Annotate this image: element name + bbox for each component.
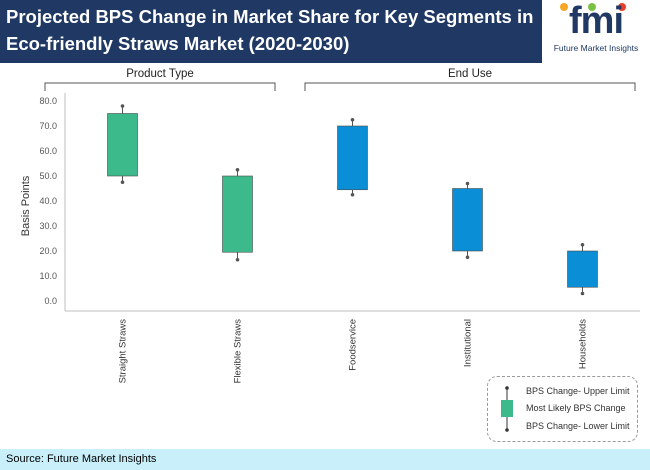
y-axis-title: Basis Points	[20, 175, 32, 236]
group-bracket	[44, 82, 276, 91]
logo-dot-orange	[560, 3, 568, 11]
lower-limit-point	[580, 291, 585, 296]
upper-limit-point	[580, 242, 585, 247]
y-tick-label: 20.0	[39, 246, 57, 256]
y-tick-label: 70.0	[39, 121, 57, 131]
header-banner: Projected BPS Change in Market Share for…	[0, 0, 650, 63]
y-tick-label: 40.0	[39, 196, 57, 206]
y-tick-label: 0.0	[44, 296, 57, 306]
logo-dot-red	[618, 3, 626, 11]
source-note: Source: Future Market Insights	[6, 453, 157, 465]
upper-limit-point	[235, 167, 240, 172]
y-tick-label: 60.0	[39, 146, 57, 156]
box-households	[567, 250, 598, 288]
legend-upper-limit: BPS Change- Upper Limit	[526, 386, 630, 396]
footer-bar: Source: Future Market Insights	[0, 449, 650, 470]
y-tick-label: 30.0	[39, 221, 57, 231]
legend-most-likely: Most Likely BPS Change	[526, 403, 626, 413]
group-label: End Use	[448, 68, 492, 80]
x-category-label: Foodservice	[348, 319, 359, 371]
box-chart: 80.0 70.0 60.0 50.0 40.0 30.0 20.0 10.0 0.0 Basis…	[20, 68, 640, 384]
logo-wordmark: fmi	[569, 0, 624, 42]
box-institutional	[452, 188, 483, 252]
legend-lower-limit: BPS Change- Lower Limit	[526, 421, 630, 431]
upper-limit-point	[465, 181, 470, 186]
group-bracket	[304, 82, 636, 91]
y-tick-label: 10.0	[39, 271, 57, 281]
x-category-label: Institutional	[463, 319, 474, 367]
group-label: Product Type	[126, 68, 194, 80]
x-category-label: Straight Straws	[118, 319, 129, 384]
fmi-logo: fmi Future Market Insights	[542, 0, 650, 63]
box-straight-straws	[107, 113, 138, 177]
chart-legend: BPS Change- Upper Limit Most Likely BPS …	[487, 376, 638, 442]
y-tick-label: 80.0	[39, 96, 57, 106]
logo-subtitle: Future Market Insights	[553, 43, 639, 53]
chart-title-line2: Eco-friendly Straws Market (2020-2030)	[6, 33, 350, 54]
lower-limit-point	[350, 192, 355, 197]
lower-limit-point	[235, 257, 240, 262]
box-flexible-straws	[222, 175, 253, 253]
box-foodservice	[337, 125, 368, 191]
upper-limit-point	[350, 117, 355, 122]
lower-limit-point	[120, 180, 125, 185]
x-category-label: Flexible Straws	[233, 319, 244, 384]
lower-limit-point	[465, 255, 470, 260]
logo-dot-green	[588, 3, 596, 11]
x-category-label: Households	[578, 319, 589, 369]
upper-limit-point	[120, 104, 125, 108]
chart-title-line1: Projected BPS Change in Market Share for…	[6, 6, 534, 27]
legend-box-symbol	[501, 386, 513, 432]
y-tick-label: 50.0	[39, 171, 57, 181]
